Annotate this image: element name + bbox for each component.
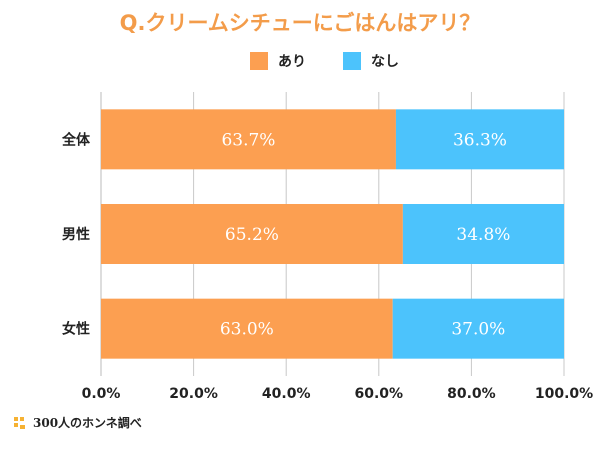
source-text: 300人のホンネ調べ <box>33 416 142 430</box>
logo-icon <box>14 416 25 429</box>
chart-title: Q.クリームシチューにごはんはアリ？ <box>120 11 481 35</box>
category-label: 全体 <box>61 131 91 148</box>
bar-nashi <box>402 204 564 264</box>
legend-label-ari: あり <box>278 54 306 70</box>
source-note: 300人のホンネ調べ <box>14 414 142 431</box>
data-label: 34.8% <box>456 225 510 245</box>
bar-nashi <box>395 109 564 170</box>
bar-nashi <box>392 298 564 359</box>
x-tick-label: 80.0% <box>447 386 496 402</box>
x-tick-label: 60.0% <box>355 386 404 402</box>
data-label: 37.0% <box>451 320 505 340</box>
category-label: 男性 <box>62 226 90 243</box>
bar-ari <box>101 109 396 170</box>
legend-label-nashi: なし <box>371 54 399 70</box>
data-label: 65.2% <box>225 225 279 245</box>
x-tick-label: 0.0% <box>82 386 121 402</box>
bar-ari <box>101 298 393 359</box>
legend-swatch-nashi <box>343 52 361 70</box>
data-label: 63.0% <box>220 320 274 340</box>
x-tick-label: 100.0% <box>535 386 593 402</box>
x-tick-label: 20.0% <box>169 386 218 402</box>
category-label: 女性 <box>62 321 90 338</box>
x-tick-label: 40.0% <box>262 386 311 402</box>
bar-ari <box>101 204 403 264</box>
data-label: 36.3% <box>453 130 507 150</box>
data-label: 63.7% <box>221 130 275 150</box>
legend-swatch-ari <box>250 52 268 70</box>
